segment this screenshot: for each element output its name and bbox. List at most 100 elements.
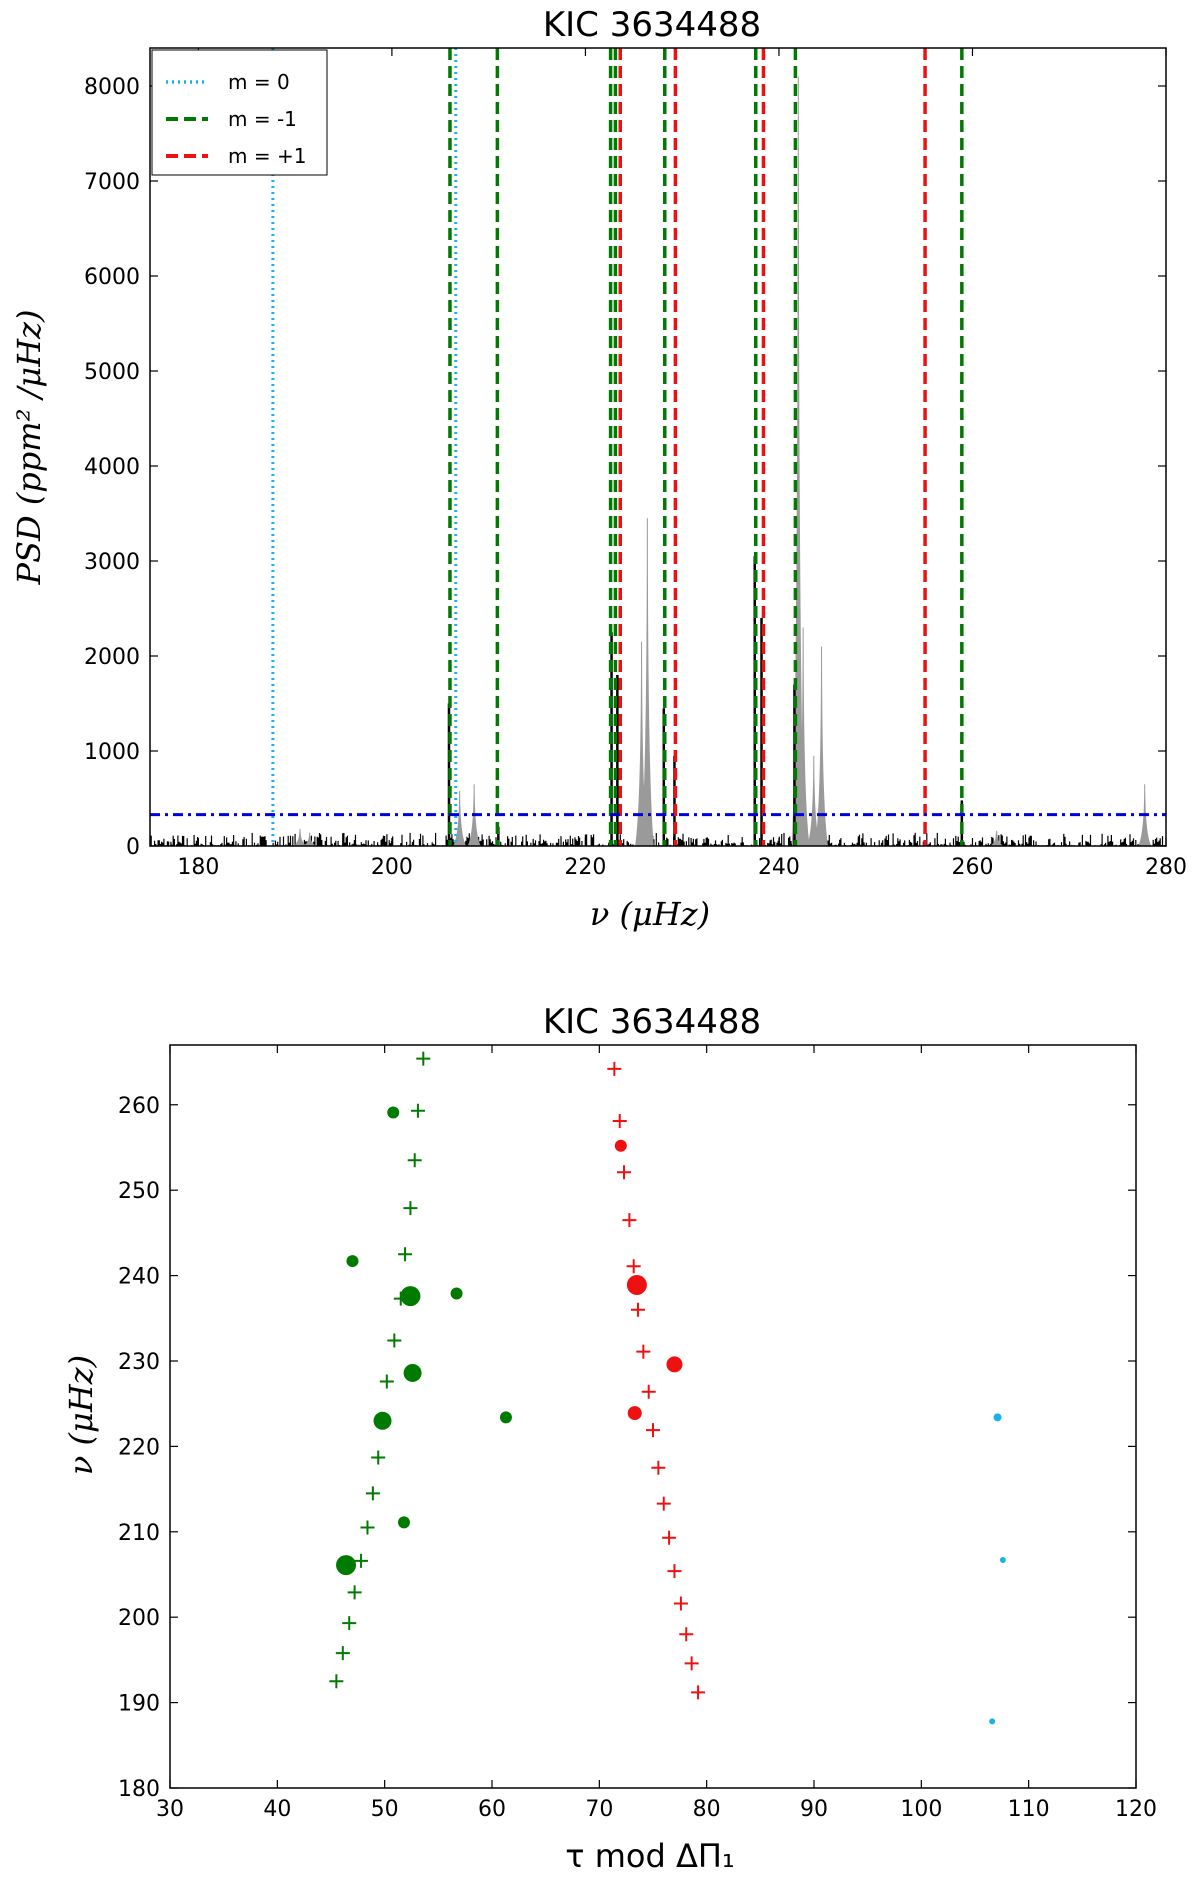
echelle-y-tick-label-3: 210 [118, 1521, 160, 1546]
echelle-plus-1-15 [684, 1656, 699, 1671]
echelle-y-tick-label-8: 260 [118, 1094, 160, 1119]
echelle-plus-1-5 [630, 1302, 645, 1317]
psd-x-tick-label-1: 200 [371, 855, 413, 880]
echelle-plus-1-2 [617, 1165, 632, 1180]
psd-x-tick-label-2: 220 [564, 855, 606, 880]
echelle-y-tick-label-5: 230 [118, 1350, 160, 1375]
echelle-plus-0-14 [342, 1616, 357, 1631]
psd-y-tick-label-7: 7000 [84, 170, 140, 195]
echelle-plus-1-10 [656, 1496, 671, 1511]
psd-gray-peak-10 [303, 832, 316, 847]
legend-label-m0: m = 0 [228, 70, 290, 94]
echelle-plus-1-12 [667, 1564, 682, 1579]
echelle-plus-0-4 [398, 1247, 413, 1262]
echelle-x-tick-label-9: 120 [1115, 1797, 1157, 1822]
echelle-plus-0-9 [371, 1450, 386, 1465]
legend-label-m-minus1: m = -1 [228, 107, 297, 131]
echelle-plus-1-0 [607, 1061, 622, 1076]
psd-y-axis-label: PSD (ppm² /μHz) [10, 310, 48, 586]
echelle-x-axis-label: τ mod ΔΠ₁ [565, 1837, 734, 1875]
echelle-y-tick-label-2: 200 [118, 1606, 160, 1631]
echelle-dot-3-2 [666, 1356, 683, 1373]
echelle-dot-2-3 [450, 1287, 463, 1300]
psd-x-axis-label: ν (μHz) [590, 895, 710, 933]
echelle-dot-2-0 [387, 1106, 400, 1119]
legend-label-m-plus1: m = +1 [228, 144, 306, 168]
echelle-plus-1-4 [626, 1259, 641, 1274]
psd-y-tick-label-0: 0 [126, 835, 140, 860]
echelle-x-tick-label-0: 30 [156, 1797, 184, 1822]
echelle-plus-1-3 [622, 1213, 637, 1228]
echelle-x-tick-label-2: 50 [371, 1797, 399, 1822]
echelle-y-tick-label-0: 180 [118, 1777, 160, 1802]
psd-chart-title: KIC 3634488 [543, 5, 761, 45]
echelle-dot-4-1 [999, 1556, 1006, 1563]
echelle-plus-0-3 [403, 1201, 418, 1216]
echelle-plus-1-14 [679, 1627, 694, 1642]
psd-gray-peak-7 [807, 755, 821, 847]
psd-y-tick-label-4: 4000 [84, 455, 140, 480]
psd-gray-peak-11 [990, 830, 1003, 847]
echelle-dot-2-5 [373, 1411, 392, 1430]
echelle-x-tick-label-3: 60 [478, 1797, 506, 1822]
echelle-plot-frame [169, 1044, 1137, 1789]
echelle-chart: KIC 3634488 30 40 50 60 70 80 90 100 110 120 1801… [62, 1002, 1157, 1875]
psd-x-ticks: 180 200 220 240 260 280 [177, 48, 1187, 880]
echelle-y-tick-label-7: 250 [118, 1179, 160, 1204]
echelle-plus-0-13 [347, 1585, 362, 1600]
legend-box [151, 49, 328, 176]
psd-gray-peak-5 [796, 627, 810, 847]
psd-y-tick-label-1: 1000 [84, 740, 140, 765]
echelle-plus-0-6 [387, 1333, 402, 1348]
echelle-y-tick-label-1: 190 [118, 1692, 160, 1717]
psd-y-ticks: 0 1000 2000 3000 4000 5000 6000 7000 8000 [84, 75, 1166, 860]
echelle-plus-1-9 [651, 1460, 666, 1475]
echelle-y-tick-label-6: 240 [118, 1265, 160, 1290]
psd-plot-area [150, 48, 1166, 847]
psd-legend: m = 0 m = -1 m = +1 [151, 49, 328, 176]
echelle-plus-1-13 [673, 1596, 688, 1611]
echelle-dot-2-6 [499, 1411, 512, 1424]
psd-gray-peak-9 [292, 828, 308, 847]
echelle-dot-2-7 [397, 1516, 410, 1529]
psd-x-tick-label-0: 180 [177, 855, 219, 880]
echelle-plus-0-2 [407, 1153, 422, 1168]
echelle-plus-0-11 [360, 1520, 375, 1535]
echelle-plus-0-16 [329, 1674, 344, 1689]
echelle-dot-2-4 [403, 1363, 422, 1382]
echelle-x-tick-label-4: 70 [585, 1797, 613, 1822]
echelle-plus-1-7 [641, 1384, 656, 1399]
echelle-x-tick-label-5: 80 [693, 1797, 721, 1822]
echelle-dot-3-0 [614, 1139, 627, 1152]
psd-y-tick-label-8: 8000 [84, 75, 140, 100]
echelle-dot-2-2 [400, 1286, 421, 1307]
psd-gray-peak-6 [814, 646, 829, 847]
echelle-dot-2-1 [346, 1255, 359, 1268]
psd-plot-frame [149, 47, 1167, 847]
echelle-y-axis-label: ν (μHz) [62, 1355, 100, 1475]
echelle-dot-2-8 [336, 1555, 357, 1576]
psd-x-tick-label-3: 240 [758, 855, 800, 880]
psd-y-tick-label-6: 6000 [84, 265, 140, 290]
echelle-y-tick-label-4: 220 [118, 1435, 160, 1460]
echelle-plot-area [329, 1051, 1006, 1725]
echelle-x-tick-label-7: 100 [900, 1797, 942, 1822]
echelle-plus-0-10 [365, 1486, 380, 1501]
echelle-x-ticks: 30 40 50 60 70 80 90 100 110 120 [156, 1045, 1157, 1822]
echelle-plus-1-6 [636, 1344, 651, 1359]
echelle-plus-1-8 [646, 1423, 660, 1438]
echelle-dot-4-2 [989, 1718, 996, 1725]
echelle-y-ticks: 180 190 200 210 220 230 240 250 260 [118, 1094, 1136, 1802]
psd-gray-peak-3 [640, 518, 654, 847]
echelle-chart-title: KIC 3634488 [543, 1002, 761, 1042]
echelle-plus-0-0 [416, 1051, 431, 1066]
echelle-x-tick-label-6: 90 [800, 1797, 828, 1822]
echelle-plus-0-15 [335, 1646, 350, 1661]
psd-y-tick-label-2: 2000 [84, 645, 140, 670]
psd-x-tick-label-5: 280 [1145, 855, 1187, 880]
psd-chart: KIC 3634488 180 200 220 240 260 280 0 1000 2000… [10, 5, 1187, 933]
echelle-plus-1-1 [612, 1114, 627, 1129]
echelle-dot-3-3 [627, 1406, 642, 1421]
echelle-x-tick-label-8: 110 [1008, 1797, 1050, 1822]
